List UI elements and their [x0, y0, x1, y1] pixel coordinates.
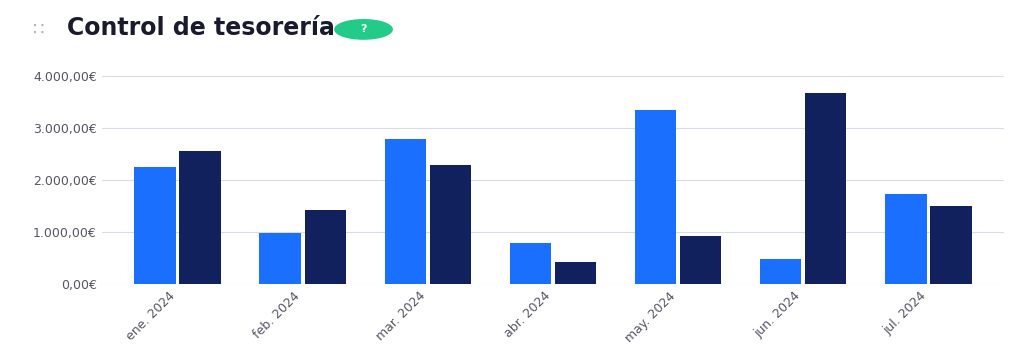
Bar: [635, 110, 676, 284]
Bar: [760, 259, 802, 284]
Bar: [259, 233, 301, 284]
Bar: [555, 262, 596, 284]
Bar: [179, 152, 221, 284]
Text: ∷: ∷: [33, 21, 44, 39]
Bar: [680, 236, 721, 284]
Text: Control de tesorería: Control de tesorería: [67, 16, 335, 39]
Bar: [805, 93, 847, 284]
Bar: [134, 167, 176, 284]
Bar: [304, 210, 346, 284]
Bar: [385, 139, 426, 284]
Bar: [930, 206, 972, 284]
Text: ?: ?: [360, 25, 367, 34]
Bar: [510, 243, 551, 284]
Bar: [885, 194, 927, 284]
Bar: [430, 165, 471, 284]
